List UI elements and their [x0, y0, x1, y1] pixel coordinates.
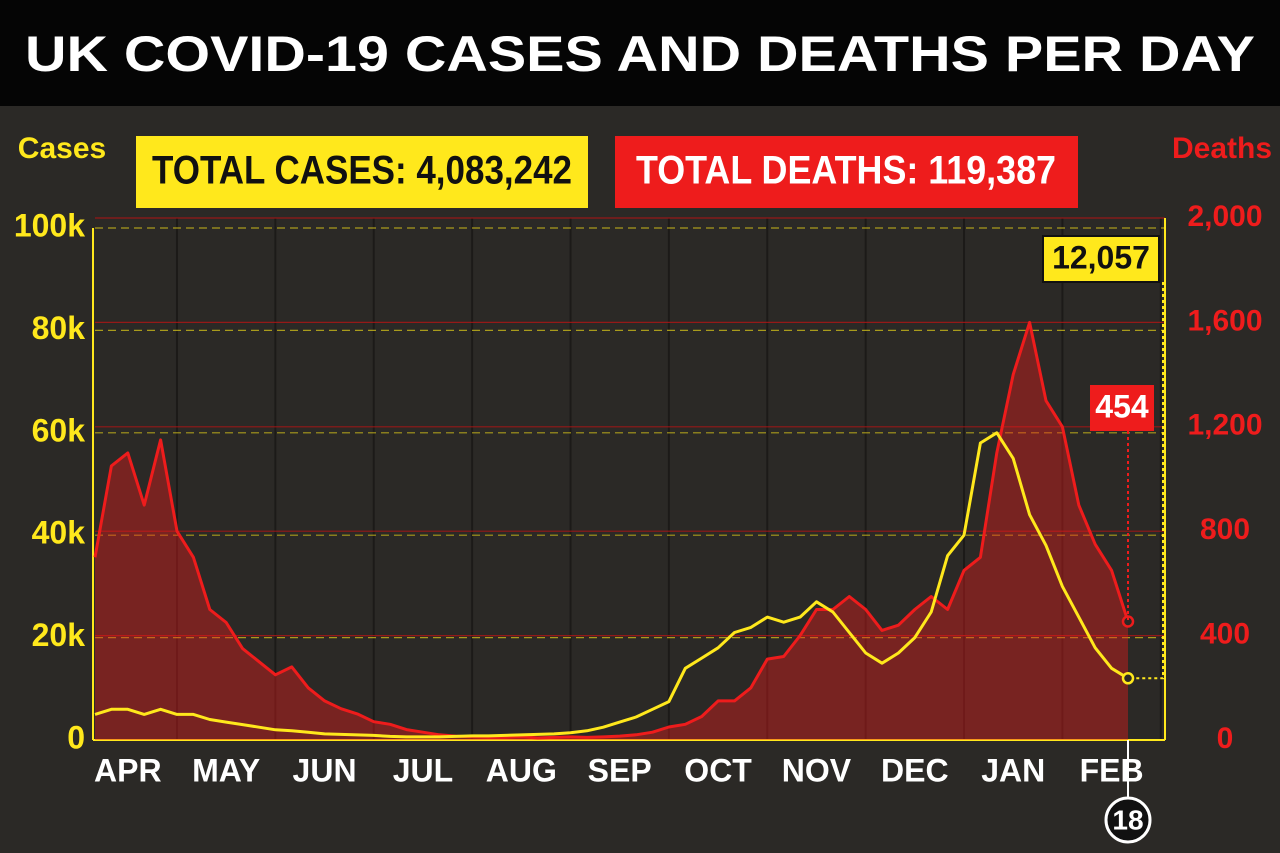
- x-tick-label: AUG: [486, 752, 557, 788]
- y2-tick-label: 1,600: [1187, 304, 1262, 337]
- y2-tick-label: 400: [1200, 618, 1250, 651]
- leader-line: [1134, 282, 1164, 680]
- y2-tick-label: 1,200: [1187, 409, 1262, 442]
- value-label-box: [1090, 385, 1154, 431]
- x-tick-label: SEP: [588, 752, 652, 788]
- value-label: 12,057: [1052, 239, 1150, 275]
- x-tick-label: JUL: [393, 752, 453, 788]
- end-point: [1121, 672, 1135, 685]
- y2-tick-label: 0: [1217, 722, 1234, 755]
- x-tick-label: MAY: [192, 752, 260, 788]
- end-point: [1121, 615, 1135, 628]
- y-axis-label: Cases: [18, 132, 106, 165]
- date-marker-label: 18: [1112, 804, 1143, 835]
- x-tick-label: OCT: [684, 752, 752, 788]
- y2-tick-label: 2,000: [1187, 200, 1262, 233]
- chart-title: UK COVID-19 CASES AND DEATHS PER DAY: [25, 26, 1255, 82]
- total-deaths: TOTAL DEATHS: 119,387: [636, 149, 1056, 193]
- deaths-area: [95, 322, 1128, 740]
- series-line: [94, 431, 1129, 739]
- total-deaths-box: [615, 136, 1078, 208]
- y2-tick-label: 800: [1200, 513, 1250, 546]
- x-tick-label: NOV: [782, 752, 852, 788]
- x-tick-label: DEC: [881, 752, 949, 788]
- y-tick-label: 60k: [32, 412, 86, 448]
- x-tick-label: APR: [94, 752, 162, 788]
- series-line: [93, 320, 1130, 740]
- value-label-box: [1042, 235, 1160, 283]
- x-tick-label: FEB: [1080, 752, 1144, 788]
- y-tick-label: 0: [67, 719, 85, 755]
- y-tick-label: 20k: [32, 617, 86, 653]
- value-label: 454: [1095, 388, 1149, 424]
- y-tick-label: 100k: [14, 207, 85, 243]
- y2-axis-label: Deaths: [1172, 132, 1272, 165]
- total-cases-box: [136, 136, 588, 208]
- title-band: [0, 0, 1280, 106]
- x-tick-label: JUN: [293, 752, 357, 788]
- total-cases: TOTAL CASES: 4,083,242: [152, 149, 572, 193]
- y-tick-label: 40k: [32, 515, 86, 551]
- x-tick-label: JAN: [981, 752, 1045, 788]
- y-tick-label: 80k: [32, 310, 86, 346]
- date-marker: [1104, 796, 1152, 844]
